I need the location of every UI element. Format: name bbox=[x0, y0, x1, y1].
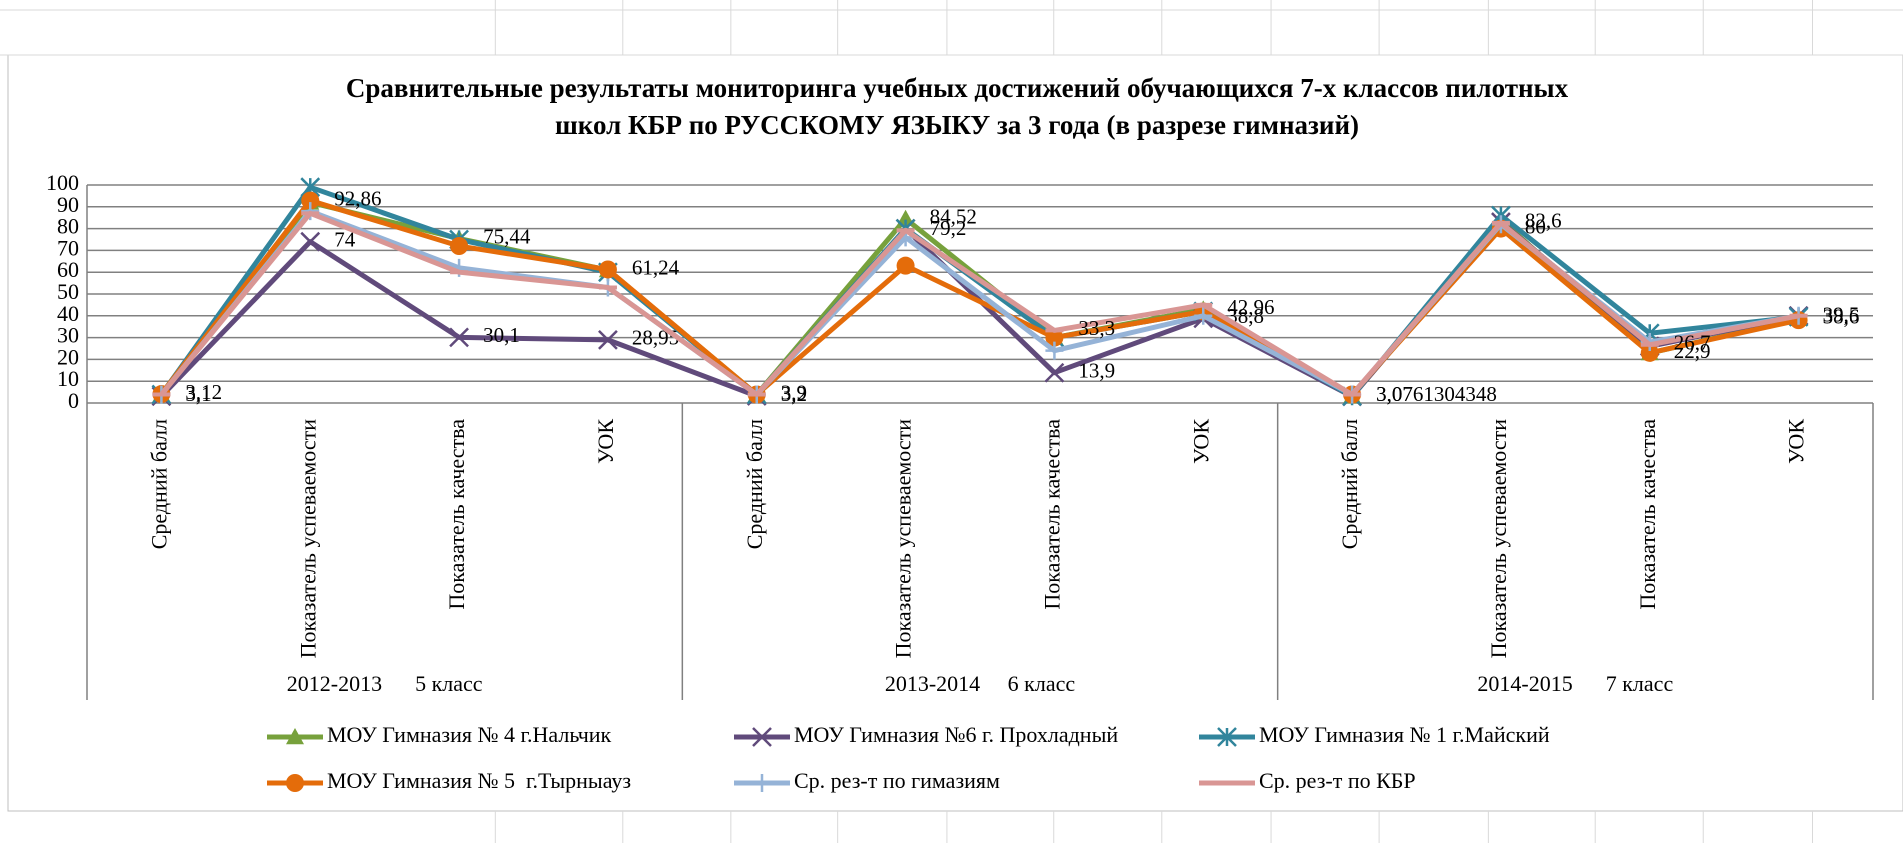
series-line bbox=[159, 198, 1800, 397]
x-tick-label: Показатель качества bbox=[1039, 419, 1064, 610]
marker bbox=[598, 260, 617, 279]
marker bbox=[300, 231, 321, 252]
x-tick-label: Показатель успеваемости bbox=[1486, 419, 1511, 659]
y-tick-label: 70 bbox=[57, 235, 79, 260]
data-label: 3,9 bbox=[781, 380, 807, 404]
marker bbox=[1217, 727, 1237, 747]
x-tick-label: УОК bbox=[1784, 419, 1809, 464]
x-tick-label: Средний балл bbox=[742, 419, 767, 549]
series-line bbox=[159, 210, 1800, 397]
x-tick-label: Показатель успеваемости bbox=[891, 419, 916, 659]
marker bbox=[896, 256, 915, 275]
data-label: 30,1 bbox=[483, 323, 520, 347]
marker bbox=[449, 327, 469, 348]
y-tick-label: 0 bbox=[68, 388, 79, 413]
marker bbox=[1045, 341, 1064, 360]
y-tick-label: 100 bbox=[46, 170, 79, 195]
legend-label: МОУ Гимназия №6 г. Прохладный bbox=[794, 722, 1118, 747]
legend-label: МОУ Гимназия № 1 г.Майский bbox=[1259, 722, 1550, 747]
data-label: 80 bbox=[1525, 214, 1546, 238]
y-tick-label: 60 bbox=[57, 257, 79, 282]
marker bbox=[752, 727, 772, 747]
marker bbox=[1045, 328, 1064, 347]
y-tick-label: 30 bbox=[57, 323, 79, 348]
y-tick-label: 40 bbox=[57, 301, 79, 326]
marker bbox=[896, 209, 915, 226]
marker bbox=[1640, 343, 1659, 362]
y-tick-label: 10 bbox=[57, 366, 79, 391]
marker bbox=[286, 774, 304, 792]
data-label: 84,52 bbox=[930, 205, 977, 229]
x-tick-label: Средний балл bbox=[146, 419, 171, 549]
legend-label: Ср. рез-т по КБР bbox=[1259, 768, 1416, 793]
marker bbox=[301, 191, 320, 210]
data-label: 26,7 bbox=[1674, 331, 1711, 355]
marker bbox=[450, 237, 469, 256]
legend-label: МОУ Гимназия № 4 г.Нальчик bbox=[327, 722, 612, 747]
x-tick-label: Показатель качества bbox=[444, 419, 469, 610]
group-label: 2013-2014 6 класс bbox=[885, 671, 1076, 696]
data-label: 28,95 bbox=[632, 326, 679, 350]
y-tick-label: 50 bbox=[57, 279, 79, 304]
x-tick-label: Показатель успеваемости bbox=[295, 419, 320, 659]
data-label: 3,1 bbox=[185, 382, 211, 406]
data-label: 3,0761304348 bbox=[1376, 382, 1497, 406]
data-label: 13,9 bbox=[1078, 359, 1115, 383]
marker bbox=[1044, 362, 1065, 383]
x-tick-label: Показатель качества bbox=[1635, 419, 1660, 610]
data-label: 74 bbox=[334, 227, 356, 251]
y-tick-label: 20 bbox=[57, 344, 79, 369]
marker bbox=[753, 774, 771, 792]
marker bbox=[598, 330, 618, 350]
data-label: 3,12 bbox=[185, 380, 222, 404]
data-label: 61,24 bbox=[632, 255, 680, 279]
data-label: 79,2 bbox=[930, 216, 967, 240]
chart-title: Сравнительные результаты мониторинга уче… bbox=[346, 73, 1569, 103]
marker bbox=[1194, 306, 1213, 325]
x-tick-label: УОК bbox=[1188, 419, 1213, 464]
data-label: 42,96 bbox=[1227, 295, 1274, 319]
y-tick-label: 80 bbox=[57, 214, 79, 239]
data-label: 3,07 bbox=[1376, 382, 1413, 406]
y-tick-label: 90 bbox=[57, 192, 79, 217]
legend-label: Ср. рез-т по гимазиям bbox=[794, 768, 1000, 793]
x-tick-label: Средний балл bbox=[1337, 419, 1362, 549]
data-label: 92,86 bbox=[334, 186, 381, 210]
legend-label: МОУ Гимназия № 5 г.Тырныауз bbox=[327, 768, 631, 793]
data-label: 3,2 bbox=[781, 382, 807, 406]
marker bbox=[286, 728, 304, 745]
data-label: 39,5 bbox=[1823, 303, 1860, 327]
chart-frame bbox=[7, 54, 1903, 812]
data-label: 38,6 bbox=[1823, 305, 1860, 329]
data-label: 33,3 bbox=[1078, 316, 1115, 340]
data-label: 82,6 bbox=[1525, 209, 1562, 233]
chart-title: школ КБР по РУССКОМУ ЯЗЫКУ за 3 года (в … bbox=[555, 110, 1359, 140]
group-label: 2012-2013 5 класс bbox=[287, 671, 483, 696]
x-tick-label: УОК bbox=[593, 419, 618, 464]
group-label: 2014-2015 7 класс bbox=[1477, 671, 1673, 696]
